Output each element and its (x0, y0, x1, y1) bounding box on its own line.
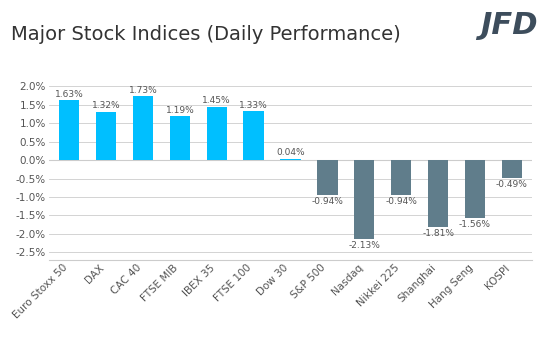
Text: -0.94%: -0.94% (385, 197, 417, 206)
Text: 1.63%: 1.63% (55, 90, 84, 99)
Bar (354, 160, 375, 239)
Bar (169, 116, 190, 160)
Text: 1.45%: 1.45% (203, 96, 231, 105)
Text: 1.19%: 1.19% (166, 106, 194, 115)
Bar (133, 97, 153, 160)
Bar (502, 160, 522, 178)
Bar (59, 100, 79, 160)
Text: 1.33%: 1.33% (239, 101, 268, 110)
Bar (465, 160, 485, 218)
Bar (206, 107, 227, 160)
Bar (317, 160, 338, 195)
Text: -0.49%: -0.49% (496, 180, 528, 190)
Text: Major Stock Indices (Daily Performance): Major Stock Indices (Daily Performance) (11, 25, 401, 44)
Text: 1.73%: 1.73% (129, 86, 157, 95)
Text: JFD: JFD (480, 11, 538, 40)
Text: -1.81%: -1.81% (422, 229, 454, 238)
Text: -0.94%: -0.94% (312, 197, 343, 206)
Text: 0.04%: 0.04% (276, 148, 305, 157)
Bar (428, 160, 448, 227)
Text: 1.32%: 1.32% (92, 101, 121, 110)
Text: -1.56%: -1.56% (459, 220, 491, 229)
Bar (280, 159, 301, 160)
Bar (391, 160, 412, 195)
Bar (96, 112, 116, 160)
Bar (243, 111, 264, 160)
Text: -2.13%: -2.13% (349, 241, 380, 250)
